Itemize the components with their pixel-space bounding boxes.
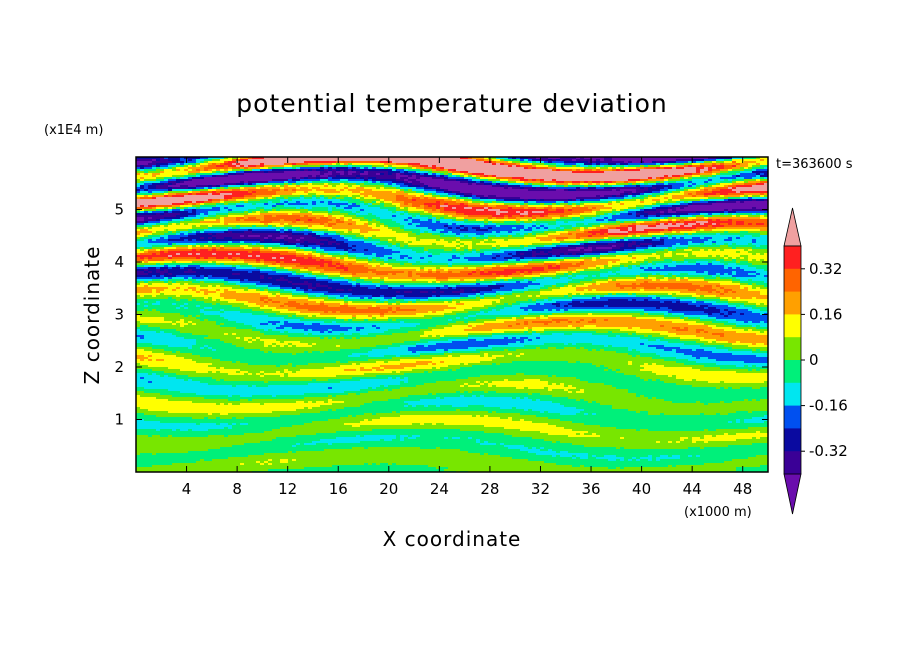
- colorbar-segment: [784, 383, 801, 406]
- y-tick-label: 3: [114, 306, 124, 324]
- x-tick-label: 24: [430, 480, 449, 498]
- x-tick-label: 8: [232, 480, 242, 498]
- y-axis-unit: (x1E4 m): [44, 123, 103, 138]
- x-tick-label: 28: [480, 480, 499, 498]
- colorbar-label: -0.32: [809, 442, 848, 460]
- x-tick-label: 32: [531, 480, 550, 498]
- colorbar-segment: [784, 314, 801, 337]
- y-tick-label: 2: [114, 358, 124, 376]
- contour-field: [136, 157, 768, 473]
- y-tick-label: 4: [114, 253, 124, 271]
- time-label: t=363600 s: [776, 157, 853, 172]
- colorbar-bottom-arrow: [784, 474, 801, 514]
- y-tick-label: 5: [114, 201, 124, 219]
- colorbar: 0.32 0.16 0 -0.16 -0.32: [784, 208, 848, 514]
- colorbar-segment: [784, 269, 801, 292]
- x-tick-label: 12: [278, 480, 297, 498]
- y-tick-label: 1: [114, 411, 124, 429]
- x-tick-label: 44: [683, 480, 702, 498]
- chart-title: potential temperature deviation: [236, 89, 667, 118]
- x-axis-title: X coordinate: [383, 527, 522, 551]
- colorbar-label: 0: [809, 351, 819, 369]
- colorbar-segment: [784, 406, 801, 429]
- y-axis-title: Z coordinate: [80, 246, 104, 385]
- colorbar-segment: [784, 428, 801, 451]
- colorbar-label: -0.16: [809, 397, 848, 415]
- x-tick-label: 20: [379, 480, 398, 498]
- colorbar-segment: [784, 337, 801, 360]
- colorbar-label: 0.32: [809, 260, 842, 278]
- x-tick-label: 4: [182, 480, 192, 498]
- x-tick-label: 16: [329, 480, 348, 498]
- x-axis-unit: (x1000 m): [684, 505, 752, 520]
- colorbar-segment: [784, 246, 801, 269]
- colorbar-top-arrow: [784, 208, 801, 246]
- x-tick-label: 36: [581, 480, 600, 498]
- x-tick-label: 40: [632, 480, 651, 498]
- colorbar-segment: [784, 360, 801, 383]
- colorbar-segment: [784, 451, 801, 474]
- x-tick-label: 48: [733, 480, 752, 498]
- colorbar-label: 0.16: [809, 305, 842, 323]
- colorbar-segment: [784, 292, 801, 315]
